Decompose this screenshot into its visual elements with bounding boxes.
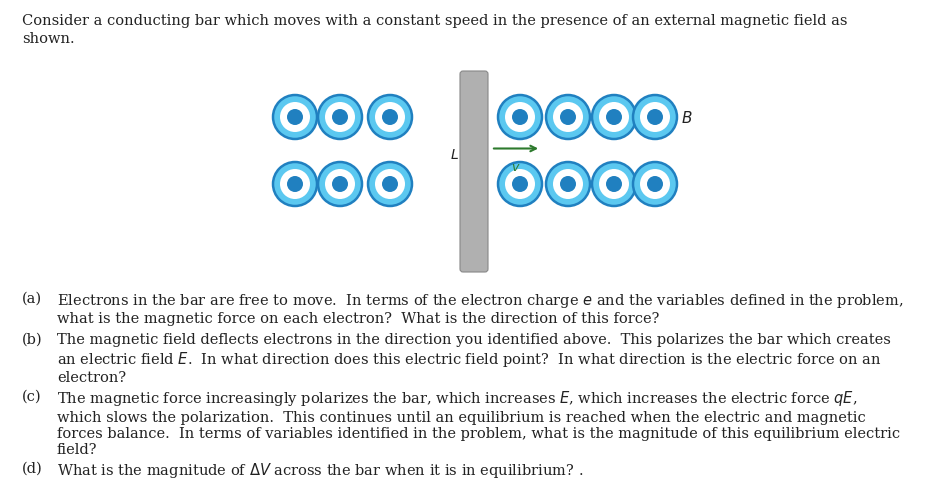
- Circle shape: [606, 110, 622, 126]
- Circle shape: [273, 163, 317, 206]
- Circle shape: [512, 110, 528, 126]
- Circle shape: [505, 103, 535, 133]
- Text: shown.: shown.: [22, 32, 75, 46]
- Circle shape: [498, 163, 542, 206]
- Circle shape: [640, 103, 670, 133]
- Circle shape: [368, 96, 412, 140]
- Circle shape: [332, 177, 348, 192]
- Circle shape: [592, 96, 636, 140]
- Text: (c): (c): [22, 389, 42, 403]
- Circle shape: [633, 96, 677, 140]
- Text: (b): (b): [22, 332, 43, 346]
- Circle shape: [560, 177, 576, 192]
- Text: Electrons in the bar are free to move.  In terms of the electron charge $e$ and : Electrons in the bar are free to move. I…: [57, 292, 903, 326]
- Text: $L$: $L$: [450, 148, 459, 162]
- Circle shape: [553, 103, 583, 133]
- Text: The magnetic force increasingly polarizes the bar, which increases $E$, which in: The magnetic force increasingly polarize…: [57, 389, 900, 456]
- Circle shape: [287, 177, 303, 192]
- Circle shape: [512, 177, 528, 192]
- Circle shape: [287, 110, 303, 126]
- Circle shape: [599, 103, 629, 133]
- Circle shape: [592, 163, 636, 206]
- Circle shape: [546, 163, 590, 206]
- Text: What is the magnitude of $\Delta V$ across the bar when it is in equilibrium? .: What is the magnitude of $\Delta V$ acro…: [57, 460, 584, 479]
- Text: $v$: $v$: [512, 161, 521, 174]
- Circle shape: [280, 170, 310, 199]
- Circle shape: [553, 170, 583, 199]
- Circle shape: [647, 110, 663, 126]
- Text: The magnetic field deflects electrons in the direction you identified above.  Th: The magnetic field deflects electrons in…: [57, 332, 891, 384]
- Circle shape: [273, 96, 317, 140]
- Circle shape: [505, 170, 535, 199]
- Text: (a): (a): [22, 292, 42, 306]
- Circle shape: [560, 110, 576, 126]
- Circle shape: [647, 177, 663, 192]
- Circle shape: [325, 103, 355, 133]
- Circle shape: [375, 170, 405, 199]
- Circle shape: [599, 170, 629, 199]
- Circle shape: [606, 177, 622, 192]
- Circle shape: [498, 96, 542, 140]
- Circle shape: [280, 103, 310, 133]
- Text: Consider a conducting bar which moves with a constant speed in the presence of a: Consider a conducting bar which moves wi…: [22, 14, 847, 28]
- Circle shape: [640, 170, 670, 199]
- Circle shape: [318, 163, 362, 206]
- Circle shape: [368, 163, 412, 206]
- Circle shape: [332, 110, 348, 126]
- Circle shape: [325, 170, 355, 199]
- Text: (d): (d): [22, 460, 43, 474]
- Circle shape: [546, 96, 590, 140]
- Text: $B$: $B$: [681, 110, 693, 126]
- FancyBboxPatch shape: [460, 72, 488, 273]
- Circle shape: [375, 103, 405, 133]
- Circle shape: [633, 163, 677, 206]
- Circle shape: [318, 96, 362, 140]
- Circle shape: [382, 110, 398, 126]
- Circle shape: [382, 177, 398, 192]
